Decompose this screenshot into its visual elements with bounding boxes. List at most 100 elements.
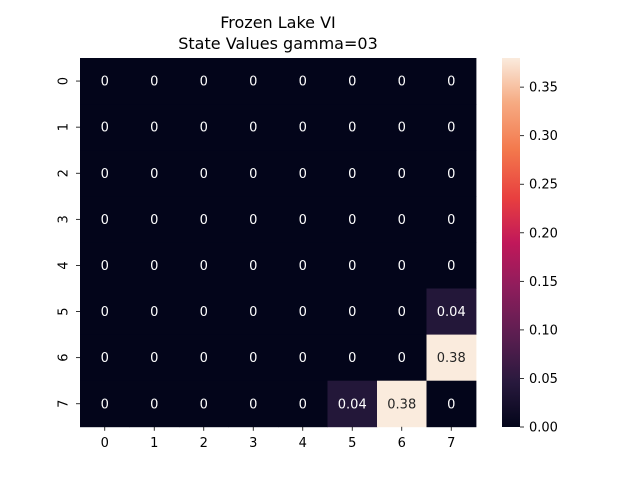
heatmap-cell-0-3 — [228, 58, 279, 105]
heatmap-cell-1-5 — [327, 104, 378, 151]
heatmap-cell-2-7 — [426, 150, 477, 197]
cell-annotation-6-1: 0 — [150, 351, 158, 366]
cell-annotation-6-3: 0 — [249, 351, 257, 366]
heatmap-cell-2-6 — [377, 150, 427, 197]
heatmap-cell-4-2 — [179, 242, 229, 289]
cell-annotation-4-0: 0 — [101, 259, 109, 274]
colorbar-tick-label-5: 0.25 — [529, 178, 558, 193]
cell-annotation-3-6: 0 — [398, 213, 406, 228]
cell-annotation-1-5: 0 — [348, 121, 356, 136]
cell-annotation-4-2: 0 — [200, 259, 208, 274]
colorbar-tick-label-0: 0.00 — [529, 421, 558, 436]
cell-annotation-2-2: 0 — [200, 167, 208, 182]
heatmap-cell-3-2 — [179, 196, 229, 243]
heatmap-cell-5-6 — [377, 288, 427, 335]
cell-annotation-3-1: 0 — [150, 213, 158, 228]
x-axis-ticks: 0 1 2 3 4 5 6 7 — [101, 426, 455, 451]
x-tick-label-0: 0 — [101, 436, 109, 451]
y-tick-label-0: 0 — [57, 77, 72, 85]
cell-annotation-7-6: 0.38 — [387, 397, 416, 412]
heatmap-cell-1-2 — [179, 104, 229, 151]
colorbar-tick-label-1: 0.05 — [529, 372, 558, 387]
heatmap-cell-3-5 — [327, 196, 378, 243]
cell-annotation-6-6: 0 — [398, 351, 406, 366]
heatmap-cell-7-5 — [327, 380, 378, 428]
cell-annotation-5-7: 0.04 — [437, 305, 466, 320]
cell-annotation-6-2: 0 — [200, 351, 208, 366]
heatmap-cell-6-7 — [426, 334, 477, 382]
colorbar — [502, 58, 520, 427]
cell-annotation-2-3: 0 — [249, 167, 257, 182]
colorbar-tick-label-2: 0.10 — [529, 323, 558, 338]
heatmap-cell-6-4 — [278, 334, 328, 382]
cell-annotation-1-0: 0 — [101, 121, 109, 136]
cell-annotation-2-7: 0 — [447, 167, 455, 182]
heatmap-cell-4-0 — [80, 242, 130, 289]
cell-annotation-1-2: 0 — [200, 121, 208, 136]
heatmap-cell-0-6 — [377, 58, 427, 105]
heatmap-cell-4-5 — [327, 242, 378, 289]
heatmap-cell-3-0 — [80, 196, 130, 243]
cell-annotation-3-2: 0 — [200, 213, 208, 228]
heatmap-cell-6-2 — [179, 334, 229, 382]
heatmap-cell-7-7 — [426, 380, 477, 428]
heatmap-cell-5-0 — [80, 288, 130, 335]
heatmap-cell-7-2 — [179, 380, 229, 428]
heatmap-cell-4-3 — [228, 242, 279, 289]
heatmap-cell-1-7 — [426, 104, 477, 151]
heatmap-cell-0-4 — [278, 58, 328, 105]
cell-annotation-0-6: 0 — [398, 75, 406, 90]
cell-annotation-2-5: 0 — [348, 167, 356, 182]
heatmap-cell-2-0 — [80, 150, 130, 197]
heatmap-cell-1-6 — [377, 104, 427, 151]
heatmap-cell-3-1 — [129, 196, 180, 243]
cell-annotation-1-6: 0 — [398, 121, 406, 136]
heatmap-cell-0-2 — [179, 58, 229, 105]
x-tick-label-2: 2 — [200, 436, 208, 451]
heatmap-cell-2-2 — [179, 150, 229, 197]
heatmap-cell-2-3 — [228, 150, 279, 197]
colorbar-tick-label-4: 0.20 — [529, 226, 558, 241]
cell-annotation-7-1: 0 — [150, 397, 158, 412]
cell-annotation-3-4: 0 — [299, 213, 307, 228]
y-tick-label-2: 2 — [57, 169, 72, 177]
cell-annotation-3-5: 0 — [348, 213, 356, 228]
heatmap-cell-0-1 — [129, 58, 180, 105]
cell-annotation-4-7: 0 — [447, 259, 455, 274]
x-tick-label-3: 3 — [249, 436, 257, 451]
cell-annotation-2-4: 0 — [299, 167, 307, 182]
cell-annotation-3-7: 0 — [447, 213, 455, 228]
heatmap-cells — [80, 58, 477, 428]
heatmap-cell-4-6 — [377, 242, 427, 289]
heatmap-cell-0-7 — [426, 58, 477, 105]
heatmap-cell-4-1 — [129, 242, 180, 289]
cell-annotation-1-4: 0 — [299, 121, 307, 136]
cell-annotation-4-4: 0 — [299, 259, 307, 274]
cell-annotation-4-3: 0 — [249, 259, 257, 274]
cell-annotation-6-5: 0 — [348, 351, 356, 366]
heatmap-cell-6-3 — [228, 334, 279, 382]
heatmap-cell-3-6 — [377, 196, 427, 243]
cell-annotation-4-1: 0 — [150, 259, 158, 274]
x-tick-label-1: 1 — [150, 436, 158, 451]
cell-annotation-2-0: 0 — [101, 167, 109, 182]
cell-annotation-7-5: 0.04 — [338, 397, 367, 412]
heatmap-cell-3-7 — [426, 196, 477, 243]
heatmap-cell-5-2 — [179, 288, 229, 335]
heatmap-cell-5-1 — [129, 288, 180, 335]
heatmap-cell-3-3 — [228, 196, 279, 243]
heatmap-cell-4-4 — [278, 242, 328, 289]
heatmap-cell-7-3 — [228, 380, 279, 428]
y-tick-label-6: 6 — [57, 354, 72, 362]
heatmap-cell-6-6 — [377, 334, 427, 382]
cell-annotation-7-3: 0 — [249, 397, 257, 412]
heatmap-cell-4-7 — [426, 242, 477, 289]
cell-annotation-5-5: 0 — [348, 305, 356, 320]
cell-annotation-5-0: 0 — [101, 305, 109, 320]
cell-annotation-4-5: 0 — [348, 259, 356, 274]
cell-annotation-6-4: 0 — [299, 351, 307, 366]
cell-annotations: 0 0 0 0 0 0 0 0 0 0 0 0 0 0 0 0 0 0 0 0 0 0 0 0 0 0 0 0 0 0 0 0 0 0 0 0 0 0 0 0… — [101, 75, 466, 413]
cell-annotation-0-1: 0 — [150, 75, 158, 90]
cell-annotation-4-6: 0 — [398, 259, 406, 274]
